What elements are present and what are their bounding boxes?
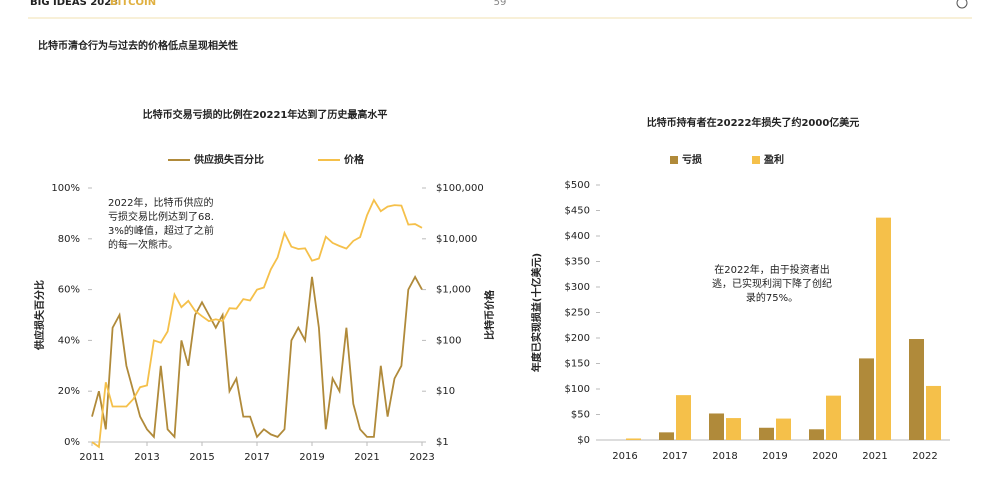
legend-swatch <box>670 156 678 164</box>
chart: 比特币持有者在20222年损失了约2000亿美元 $0 $50 $100 $150 $20… <box>530 116 950 462</box>
x-tick-label: 2017 <box>662 451 687 462</box>
y-tick-label: $150 <box>565 359 590 370</box>
annotation: 3%的峰值，超过了之前 <box>108 224 214 237</box>
x-tick-label: 2021 <box>354 452 379 463</box>
y-tick-label: 100% <box>51 183 80 194</box>
bar <box>926 385 941 440</box>
bar <box>809 429 824 440</box>
y2-tick-label: $100,000 <box>436 183 484 194</box>
y-tick-label: $100 <box>565 384 590 395</box>
x-tick-label: 2011 <box>79 452 104 463</box>
x-tick-label: 2016 <box>612 451 637 462</box>
y-tick-label: $50 <box>571 410 590 421</box>
y-tick-label: $300 <box>565 282 590 293</box>
y-tick-label: $250 <box>565 308 590 319</box>
logo <box>956 0 968 9</box>
bar <box>659 432 674 440</box>
x-tick-label: 2018 <box>712 451 737 462</box>
y-tick-label: 40% <box>58 335 80 346</box>
legend-label: 亏损 <box>682 153 702 166</box>
y-tick-label: $500 <box>565 180 590 191</box>
bar <box>626 438 641 440</box>
y-tick-label: $350 <box>565 257 590 268</box>
y-axis-label: 供应损失百分比 <box>33 280 46 351</box>
bar <box>909 339 924 440</box>
chart-title: 比特币持有者在20222年损失了约2000亿美元 <box>647 116 860 129</box>
chart: 比特币交易亏损的比例在20221年达到了历史最高水平 0% 20% 40% 60% 80%… <box>33 108 496 463</box>
y-tick-label: 60% <box>58 285 80 296</box>
y2-tick-label: $10 <box>436 386 455 397</box>
bar <box>859 358 874 440</box>
annotation: 在2022年，由于投资者出 <box>714 263 829 276</box>
legend-label: 价格 <box>344 153 365 166</box>
y2-tick-label: $1,000 <box>436 285 471 296</box>
section: BITCOIN <box>110 0 156 8</box>
y2-tick-label: $100 <box>436 335 461 346</box>
x-tick-label: 2019 <box>762 451 787 462</box>
legend-label: 供应损失百分比 <box>193 153 264 166</box>
x-tick-label: 2017 <box>244 452 269 463</box>
x-tick-label: 2021 <box>862 451 887 462</box>
annotation: 录的75%。 <box>746 291 798 304</box>
y-tick-label: 0% <box>64 437 80 448</box>
legend-label: 盈利 <box>763 153 784 166</box>
page-number: 59 <box>494 0 507 8</box>
annotation: 2022年，比特币供应的 <box>108 196 213 209</box>
chart-title: 比特币交易亏损的比例在20221年达到了历史最高水平 <box>143 108 388 121</box>
y-tick-label: $0 <box>577 435 590 446</box>
x-tick-label: 2015 <box>189 452 214 463</box>
x-tick-label: 2013 <box>134 452 159 463</box>
y-tick-label: $450 <box>565 206 590 217</box>
y-tick-label: 80% <box>58 234 80 245</box>
bar <box>709 413 724 440</box>
bar <box>759 427 774 440</box>
bar <box>826 395 841 440</box>
annotation: 的每一次熊市。 <box>108 238 178 251</box>
y2-axis-label: 比特币价格 <box>483 289 496 340</box>
x-tick-label: 2022 <box>912 451 937 462</box>
annotation: 逃，已实现利润下降了创纪 <box>712 277 832 290</box>
bar <box>776 418 791 440</box>
legend-swatch <box>752 156 760 164</box>
y-tick-label: $200 <box>565 333 590 344</box>
x-tick-label: 2020 <box>812 451 837 462</box>
bar <box>876 217 891 440</box>
y2-tick-label: $1 <box>436 437 449 448</box>
y2-tick-label: $10,000 <box>436 234 477 245</box>
bar <box>676 395 691 440</box>
x-tick-label: 2019 <box>299 452 324 463</box>
series-line <box>91 198 423 449</box>
slide-title: 比特币清仓行为与过去的价格低点呈现相关性 <box>38 39 238 52</box>
annotation: 亏损交易比例达到了68. <box>108 210 214 223</box>
y-tick-label: 20% <box>58 386 80 397</box>
brand: BIG IDEAS 2023 <box>30 0 118 8</box>
y-tick-label: $400 <box>565 231 590 242</box>
x-tick-label: 2023 <box>409 452 434 463</box>
series-line <box>91 275 423 440</box>
bar <box>726 418 741 440</box>
y-axis-label: 年度已实现损益(十亿美元) <box>530 253 543 372</box>
